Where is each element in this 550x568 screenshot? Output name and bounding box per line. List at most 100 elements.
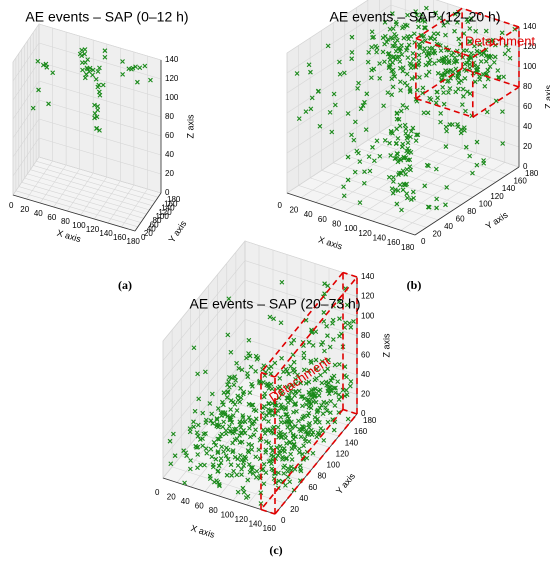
- scatter-point: [441, 60, 447, 66]
- scatter-point: [172, 453, 178, 459]
- scatter-point: [409, 128, 414, 134]
- scatter-point: [416, 24, 421, 30]
- scatter-point: [239, 472, 244, 478]
- scatter-point: [234, 360, 239, 366]
- scatter-point: [191, 419, 196, 425]
- scatter-point: [313, 329, 319, 335]
- scatter-point: [394, 21, 399, 27]
- scatter-point: [405, 150, 411, 156]
- scatter-point: [470, 170, 475, 176]
- scatter-point: [181, 448, 187, 454]
- chart-title: AE events – SAP (12–20 h): [330, 9, 501, 25]
- scatter-point: [40, 62, 46, 68]
- scatter-point: [464, 89, 470, 95]
- scatter-point: [337, 59, 342, 65]
- x-tick-label: 60: [318, 215, 327, 224]
- scatter-point: [279, 391, 285, 397]
- scatter-point: [450, 72, 456, 78]
- scatter-point: [284, 412, 290, 417]
- scatter-series: [30, 47, 153, 133]
- scatter-point: [195, 371, 200, 377]
- scatter-point: [449, 52, 454, 58]
- scatter-point: [332, 362, 338, 368]
- grid-line: [38, 61, 162, 99]
- scatter-point: [332, 102, 338, 108]
- scatter-point: [302, 436, 308, 442]
- x-axis-line: [12, 194, 136, 232]
- x-tick-label: 20: [289, 206, 298, 215]
- grid-line: [286, 0, 369, 54]
- scatter-point: [441, 23, 447, 28]
- scatter-point: [385, 51, 391, 57]
- scatter-point: [443, 202, 448, 208]
- scatter-point: [249, 381, 254, 387]
- z-tick-label: 40: [523, 122, 532, 131]
- grid-line: [244, 240, 358, 278]
- scatter-point: [365, 59, 371, 65]
- scatter-point: [289, 419, 294, 425]
- scatter-point: [79, 60, 85, 66]
- scatter-point: [210, 464, 216, 470]
- scatter-point: [289, 383, 294, 388]
- scatter-point: [279, 355, 285, 361]
- scatter-point: [369, 67, 375, 73]
- scatter-point: [445, 70, 451, 75]
- scatter-point: [327, 344, 333, 350]
- grid-line: [286, 4, 392, 74]
- scatter-point: [487, 64, 493, 70]
- scatter-point: [330, 337, 336, 342]
- scatter-point: [324, 408, 330, 414]
- y-tick-label: 140: [345, 438, 359, 447]
- grid-line: [24, 177, 147, 215]
- scatter-point: [204, 450, 210, 456]
- scatter-point: [296, 446, 302, 452]
- scatter-point: [192, 408, 198, 414]
- scatter-point: [232, 374, 238, 380]
- scatter-point: [427, 57, 433, 63]
- scatter-point: [352, 169, 358, 175]
- scatter-point: [500, 141, 506, 146]
- scatter-point: [384, 39, 390, 45]
- scatter-point: [486, 53, 492, 59]
- scatter-point: [211, 440, 217, 445]
- scatter-point: [236, 365, 242, 371]
- scatter-point: [337, 316, 342, 322]
- scatter-point: [316, 393, 322, 398]
- grid-line: [107, 184, 135, 224]
- scatter-point: [332, 403, 338, 408]
- scatter-point: [405, 146, 411, 151]
- grid-line: [204, 391, 288, 492]
- x-axis-line: [286, 192, 416, 236]
- scatter-point: [389, 76, 395, 82]
- scatter-point: [232, 454, 238, 460]
- scatter-point: [292, 466, 298, 472]
- scatter-point: [289, 464, 294, 470]
- scatter-point: [431, 31, 437, 37]
- scatter-point: [250, 402, 256, 408]
- scatter-point: [435, 95, 440, 101]
- x-tick-label: 80: [332, 220, 341, 229]
- scatter-point: [406, 42, 412, 48]
- scatter-point: [374, 49, 379, 55]
- scatter-point: [246, 351, 251, 356]
- scatter-point: [388, 153, 394, 158]
- y-axis-label: Y axis: [484, 209, 510, 231]
- scatter-point: [286, 392, 292, 398]
- y-tick-label: 120: [336, 449, 350, 458]
- scatter-point: [247, 469, 253, 475]
- x-tick-label: 40: [304, 210, 313, 219]
- scatter-point: [356, 80, 361, 86]
- scatter-point: [320, 428, 326, 434]
- scatter-point: [308, 360, 314, 365]
- scatter-point: [202, 369, 208, 375]
- scatter-point: [433, 100, 439, 106]
- scatter-point: [240, 419, 245, 425]
- scatter-point: [100, 82, 106, 88]
- scatter-point: [462, 66, 467, 72]
- scatter-point: [400, 187, 406, 193]
- scatter-point: [301, 367, 307, 373]
- scatter-point: [386, 174, 392, 180]
- scatter-point: [411, 195, 416, 201]
- scatter-point: [477, 42, 483, 47]
- scatter-point: [97, 127, 102, 133]
